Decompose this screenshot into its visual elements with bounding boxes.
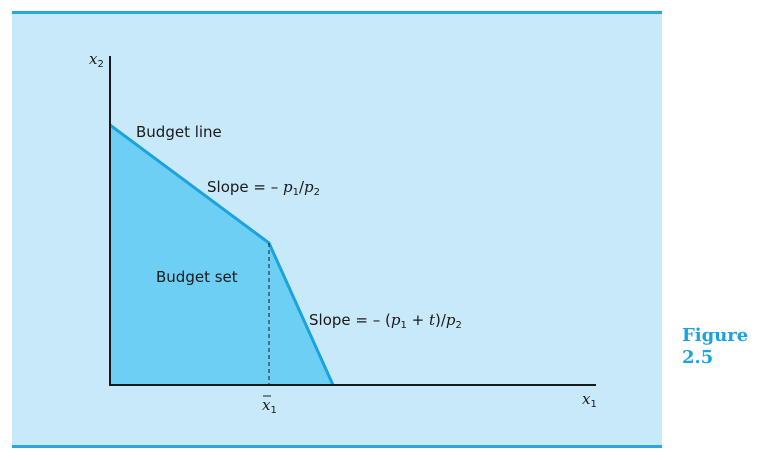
kink-label: x1 [262, 396, 277, 416]
figure-word: Figure [682, 325, 749, 346]
bottom-rule [12, 445, 662, 448]
budget-line-label: Budget line [136, 123, 222, 141]
x-axis-label: x1 [582, 390, 597, 410]
budget-set-label: Budget set [156, 268, 238, 286]
budget-set-region [110, 125, 333, 385]
slope-1-label: Slope = – p1/p2 [207, 178, 320, 198]
y-axis-label: x2 [89, 50, 104, 70]
figure-caption: Figure 2.5 [682, 325, 748, 369]
figure-number: 2.5 [682, 347, 714, 368]
slope-2-label: Slope = – (p1 + t)/p2 [309, 311, 462, 331]
top-rule [12, 11, 662, 14]
